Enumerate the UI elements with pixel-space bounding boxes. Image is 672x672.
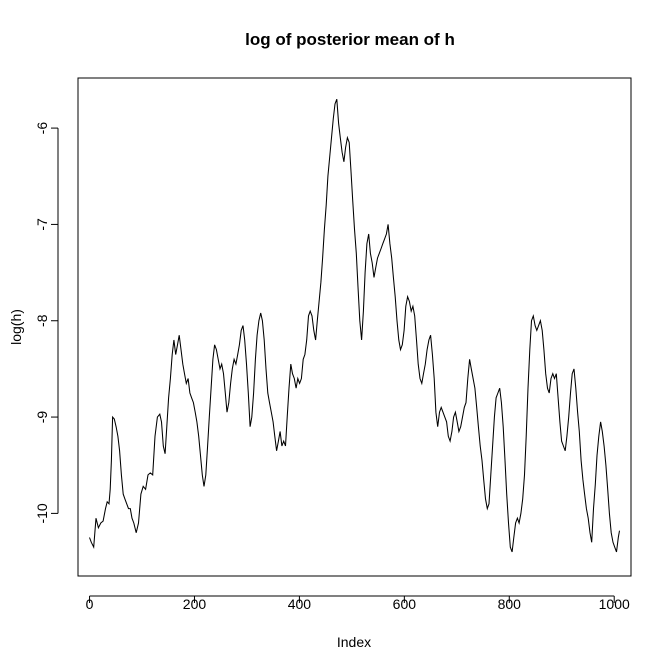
x-axis-label: Index — [337, 634, 371, 650]
x-axis: 0 200 400 600 800 1000 — [86, 595, 630, 612]
plot-frame — [77, 77, 632, 577]
y-axis-label: log(h) — [8, 309, 24, 345]
y-tick-label: -9 — [34, 411, 50, 424]
y-tick-label: -6 — [34, 122, 50, 135]
y-axis: -10 -9 -8 -7 -6 — [34, 122, 59, 524]
x-tick-label: 400 — [288, 596, 312, 612]
y-tick-label: -7 — [34, 218, 50, 231]
chart-title: log of posterior mean of h — [245, 30, 455, 49]
x-tick-label: 800 — [498, 596, 522, 612]
series-line — [89, 99, 621, 553]
x-tick-label: 600 — [393, 596, 417, 612]
x-tick-label: 200 — [183, 596, 207, 612]
x-tick-label: 1000 — [599, 596, 630, 612]
y-tick-label: -8 — [34, 314, 50, 327]
y-tick-label: -10 — [34, 503, 50, 523]
x-tick-label: 0 — [86, 596, 94, 612]
